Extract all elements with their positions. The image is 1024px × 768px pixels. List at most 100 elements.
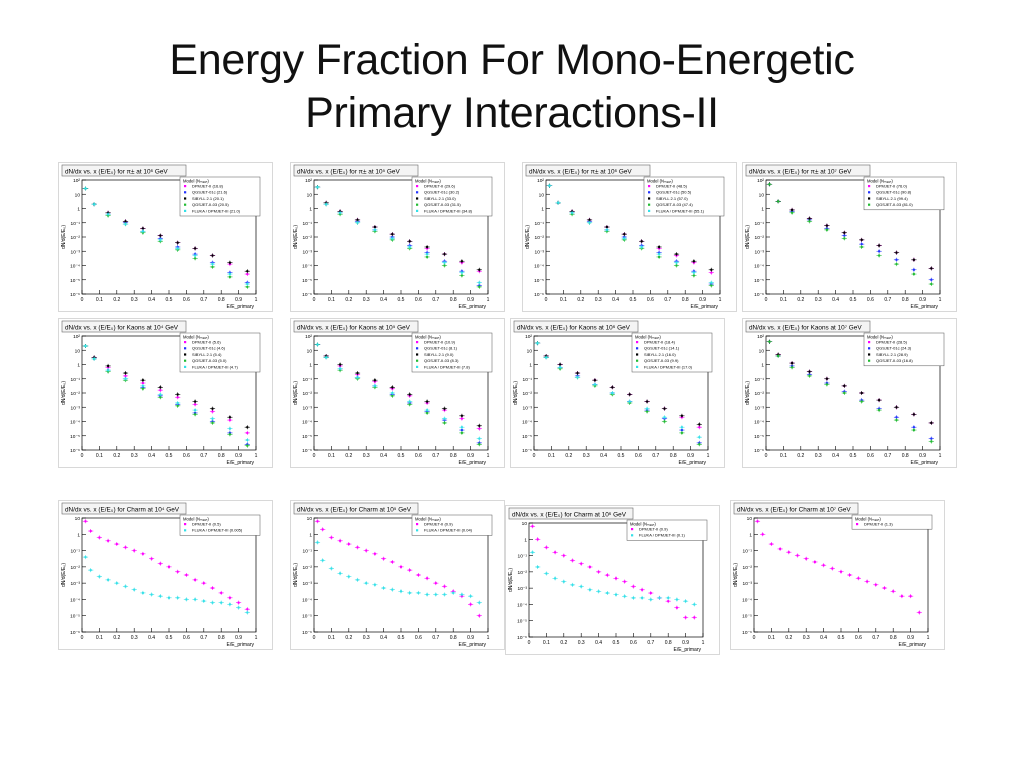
chart-title: dN/dx vs. x (E/E₀) for Charm at 10⁵ GeV [297,507,412,514]
legend-marker [636,347,639,350]
data-point [150,593,153,596]
data-point [150,557,153,560]
y-tick-label: 10⁻⁴ [754,420,764,426]
legend-box [411,332,493,373]
legend-box [626,519,708,541]
legend-entry: QGSJET-01c (90.8) [876,190,912,195]
legend: Model (Nₘₑₐₙ)DPMJET-II (0.9)FLUKA / DPMJ… [626,519,708,541]
legend-marker [416,353,419,356]
chart-title-box: dN/dx vs. x (E/E₀) for π± at 10⁷ GeV [745,164,871,177]
plot-area [81,517,257,633]
data-point [632,585,635,588]
x-tick-label: 0.8 [450,453,457,459]
chart-panel-charm-1e4: dN/dx vs. x (E/E₀) for Charm at 10⁴ GeV 1… [58,500,273,650]
x-tick-label: 0.8 [682,297,689,303]
x-tick-label: 1 [707,453,710,459]
data-point [843,237,846,240]
data-point [443,417,446,420]
data-point [545,546,548,549]
chart-title: dN/dx vs. x (E/E₀) for Kaons at 10⁵ GeV [297,325,411,332]
legend-marker [636,353,639,356]
data-point [159,234,162,237]
data-point [808,370,811,373]
data-point [930,267,933,270]
y-tick-label: 10 [527,348,533,354]
legend-entry: QGSJET-01c (21.6) [192,190,228,195]
legend-entry: QGSJET-II-03 (16.8) [876,358,913,363]
series-group [82,186,250,289]
data-point [246,439,249,442]
x-tick-label: 0.3 [815,297,822,303]
x-tick-label: 0.9 [467,297,474,303]
data-point [675,598,678,601]
data-point [185,598,188,601]
series-cyan [314,540,482,605]
x-tick-label: 0.6 [415,635,422,641]
data-point [443,253,446,256]
data-point [593,383,596,386]
data-point [768,183,771,186]
y-tick-label: 10⁻⁵ [302,614,312,620]
data-point [211,601,214,604]
chart-title-box: dN/dx vs. x (E/E₀) for π± at 10⁶ GeV [525,164,651,177]
data-point [768,340,771,343]
data-point [124,220,127,223]
data-point [347,543,350,546]
x-tick-label: 0.7 [884,453,891,459]
data-point [675,606,678,609]
x-tick-label: 0.6 [183,453,190,459]
x-tick-label: 0.4 [148,635,155,641]
legend-marker [868,359,871,362]
x-tick-label: 1 [255,635,258,641]
data-point [141,552,144,555]
y-tick-label: 10⁻³ [71,581,81,587]
data-point [628,393,631,396]
legend: Model (Nₘₑₐₙ)DPMJET-II (29.6)QGSJET-01c … [411,176,493,217]
data-point [531,551,534,554]
data-point [623,237,626,240]
y-tick-label: 10⁻³ [743,581,753,587]
x-tick-label: 0.3 [363,635,370,641]
series-black [534,341,702,427]
legend-entry: QGSJET-01c (50.5) [656,190,692,195]
x-tick-label: 0 [533,453,536,459]
data-point [194,247,197,250]
y-tick-label: 10⁻³ [303,249,313,255]
data-point [339,572,342,575]
x-tick-label: 0.9 [467,635,474,641]
data-point [615,577,617,580]
chart-panel-kaons-1e4: dN/dx vs. x (E/E₀) for Kaons at 10⁴ GeV 1… [58,318,273,468]
chart-title-frame [61,502,187,515]
legend-title: Model (Nₘₑₐₙ) [415,179,441,184]
x-tick-label: 0.5 [166,297,173,303]
data-point [391,560,394,563]
data-point [478,424,481,427]
y-axis-label: dN/d(E/E₀) [293,225,299,249]
chart-title-frame [61,164,187,177]
data-point [107,213,110,216]
series-green [766,339,934,444]
data-point [339,367,342,370]
y-tick-label: 10² [525,334,532,340]
data-point [228,433,231,436]
data-point [623,233,626,236]
data-point [194,400,197,403]
y-tick-label: 10 [522,521,528,527]
legend: Model (Nₘₑₐₙ)DPMJET-II (16.8)QGSJET-01c … [179,176,261,217]
data-point [460,274,463,277]
data-point [176,241,179,244]
data-point [580,562,583,565]
data-point [356,376,359,379]
y-tick-label: 10² [305,334,312,340]
data-point [356,578,359,581]
data-point [460,426,463,429]
legend-entry: QGSJET-II-03 (31.5) [424,202,461,207]
y-tick-label: 10⁻⁶ [517,635,527,641]
data-point [115,582,118,585]
data-point [843,392,846,394]
data-point [912,273,915,276]
y-tick-label: 10⁻⁵ [742,614,752,620]
y-axis: 10⁻⁶ 10⁻⁵ 10⁻⁴ 10⁻³ 10⁻² 10⁻¹ 1 10 [742,516,758,636]
x-tick-label: 0.6 [867,453,874,459]
x-tick-label: 1 [487,635,490,641]
